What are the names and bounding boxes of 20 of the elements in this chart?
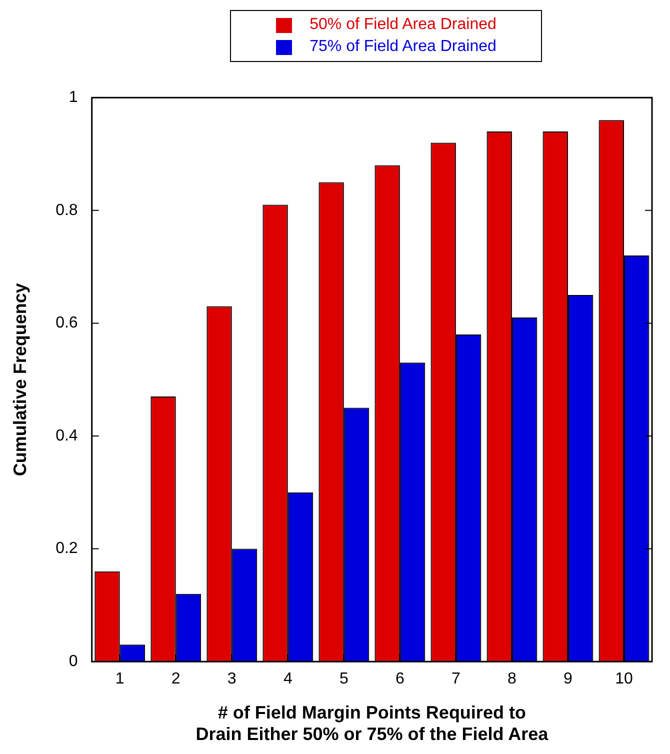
y-tick-label: 1 — [68, 89, 78, 106]
x-tick-label: 2 — [171, 670, 180, 688]
legend-label: 75% of Field Area Drained — [310, 38, 496, 56]
y-tick-label: 0.6 — [56, 314, 78, 332]
y-tick-label: 0.8 — [56, 202, 78, 219]
y-tick-label: 0 — [68, 653, 78, 670]
x-tick-label: 8 — [508, 670, 517, 688]
x-tick-label: 5 — [339, 670, 348, 688]
y-tick-label: 0.2 — [56, 540, 78, 558]
x-tick-label: 1 — [115, 670, 124, 688]
y-axis-title: Cumulative Frequency — [10, 283, 30, 476]
x-tick-label: 6 — [395, 670, 404, 688]
x-tick-label: 3 — [227, 670, 236, 688]
y-tick-label: 0.4 — [56, 427, 78, 444]
x-tick-label: 9 — [564, 670, 573, 688]
x-tick-label: 4 — [283, 670, 292, 688]
x-axis-title: # of Field Margin Points Required to Drain Either 50% or 75% of the Field Area — [196, 702, 550, 744]
x-tick-label: 7 — [451, 670, 460, 688]
legend-label: 50% of Field Area Drained — [310, 16, 496, 34]
x-tick-label: 10 — [615, 670, 633, 688]
